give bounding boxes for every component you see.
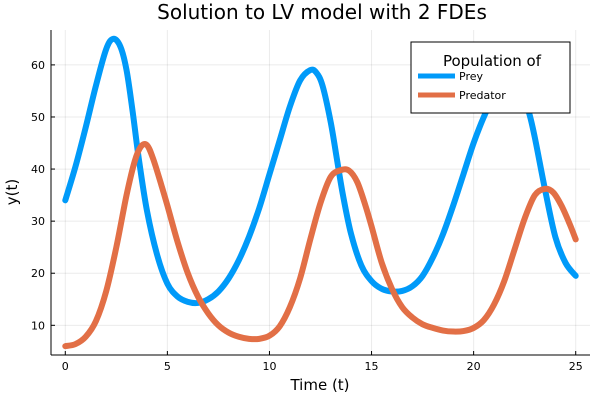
- y-tick-label: 50: [31, 111, 45, 124]
- x-tick-label: 20: [467, 360, 481, 373]
- y-tick-label: 20: [31, 267, 45, 280]
- x-tick-label: 5: [164, 360, 171, 373]
- x-tick-label: 25: [569, 360, 583, 373]
- legend-label-prey: Prey: [459, 70, 483, 83]
- y-axis-label: y(t): [3, 179, 21, 205]
- grid: [51, 30, 590, 355]
- legend: Population of Prey Predator: [410, 41, 571, 114]
- x-tick-label: 10: [262, 360, 276, 373]
- y-tick-label: 10: [31, 319, 45, 332]
- series-line-predator: [62, 141, 579, 350]
- legend-label-predator: Predator: [459, 89, 506, 102]
- tick-labels: 0 5 10 15 20 25 10 20 30 40 50 60: [31, 59, 583, 373]
- legend-title: Population of: [443, 52, 542, 70]
- y-tick-label: 30: [31, 215, 45, 228]
- x-tick-label: 15: [365, 360, 379, 373]
- y-tick-label: 60: [31, 59, 45, 72]
- chart-title: Solution to LV model with 2 FDEs: [157, 0, 487, 24]
- y-tick-label: 40: [31, 163, 45, 176]
- x-tick-label: 0: [62, 360, 69, 373]
- x-axis-label: Time (t): [289, 376, 349, 394]
